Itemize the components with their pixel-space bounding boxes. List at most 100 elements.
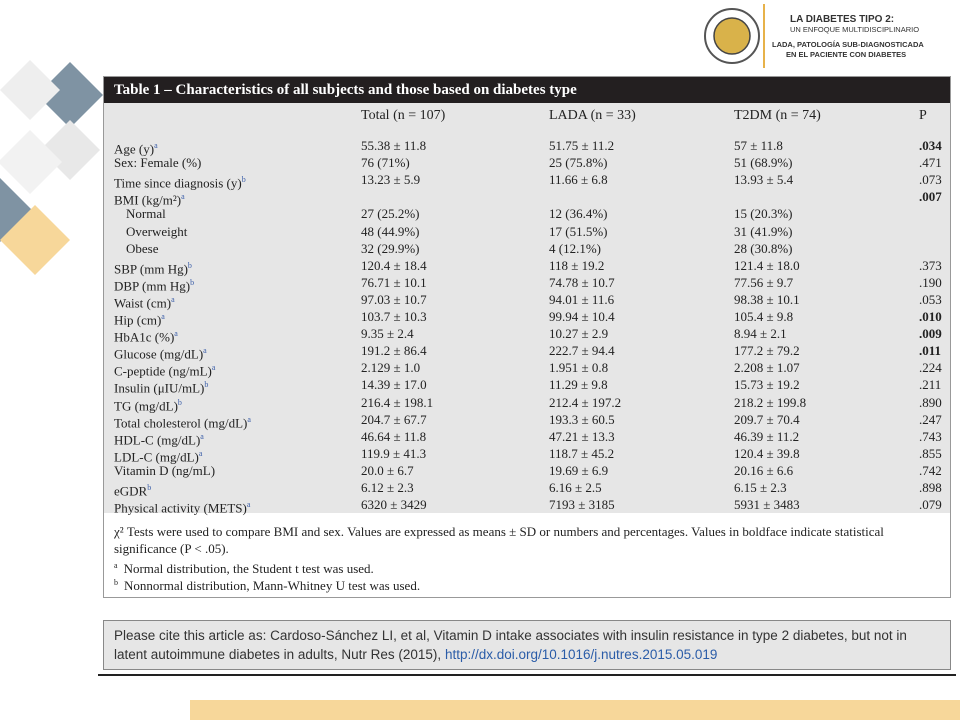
p-value: .053 <box>919 291 942 307</box>
footnote-marker: a <box>161 312 165 321</box>
footnote-marker: b <box>190 277 195 287</box>
cell-value: 121.4 ± 18.0 <box>734 257 800 273</box>
cell-value: 76.71 ± 10.1 <box>361 274 427 290</box>
cell-value: 6320 ± 3429 <box>361 497 427 513</box>
header-line: LADA, PATOLOGÍA SUB-DIAGNOSTICADA <box>772 40 924 49</box>
cell-value: 193.3 ± 60.5 <box>549 411 615 427</box>
footnote-marker: a <box>171 294 175 304</box>
footnote-marker: a <box>203 346 207 356</box>
row-label: Glucose (mg/dL)a <box>114 343 207 362</box>
cell-value: 222.7 ± 94.4 <box>549 343 615 359</box>
p-value: .247 <box>919 411 942 427</box>
footnote-text: Nonnormal distribution, Mann-Whitney U t… <box>124 578 421 594</box>
row-label: TG (mg/dL)b <box>114 395 182 414</box>
p-value: .224 <box>919 360 942 376</box>
cell-value: 12 (36.4%) <box>549 206 608 222</box>
column-header: T2DM (n = 74) <box>734 108 821 123</box>
footnote-marker: a <box>246 500 251 510</box>
label-text: SBP (mm Hg) <box>114 261 188 277</box>
row-label: eGDRb <box>114 480 151 499</box>
cell-value: 48 (44.9%) <box>361 223 420 239</box>
p-value: .079 <box>919 497 942 513</box>
p-value: .471 <box>919 155 942 171</box>
p-value: .010 <box>919 309 942 324</box>
footnote-marker: a <box>198 448 203 458</box>
row-label: LDL-C (mg/dL)a <box>114 446 202 465</box>
footnote: a Normal distribution, the Student t test… <box>114 561 374 577</box>
p-value: .007 <box>919 189 942 205</box>
cell-value: 6.16 ± 2.5 <box>549 480 602 495</box>
footnote-marker: a <box>247 414 251 424</box>
cell-value: 32 (29.9%) <box>361 240 420 256</box>
row-label: Physical activity (METS)a <box>114 497 250 516</box>
footnote-marker: a <box>211 363 216 373</box>
p-value: .373 <box>919 257 942 273</box>
p-value: .073 <box>919 172 942 188</box>
cell-value: 57 ± 11.8 <box>734 138 783 153</box>
cell-value: 204.7 ± 67.7 <box>361 411 427 427</box>
p-value: .743 <box>919 428 942 444</box>
label-text: Obese <box>126 240 159 256</box>
citation-link[interactable]: http://dx.doi.org/10.1016/j.nutres.2015.… <box>444 647 718 662</box>
label-text: Normal <box>126 206 166 222</box>
cell-value: 51 (68.9%) <box>734 155 793 171</box>
cell-value: 98.38 ± 10.1 <box>734 291 800 307</box>
p-value: .742 <box>919 462 942 478</box>
cell-value: 14.39 ± 17.0 <box>361 377 427 393</box>
label-text: Insulin (μIU/mL) <box>114 380 205 396</box>
row-label: Vitamin D (ng/mL) <box>114 463 215 479</box>
cell-value: 120.4 ± 18.4 <box>361 257 427 273</box>
label-text: Physical activity (METS) <box>114 500 247 516</box>
cell-value: 5931 ± 3483 <box>734 497 800 513</box>
table-note: χ² Tests were used to compare BMI and se… <box>114 524 884 556</box>
row-label: Sex: Female (%) <box>114 155 201 171</box>
footnote-marker: b <box>187 260 192 270</box>
cell-value: 191.2 ± 86.4 <box>361 343 427 359</box>
label-text: TG (mg/dL) <box>114 397 178 413</box>
cell-value: 28 (30.8%) <box>734 240 793 256</box>
cell-value: 212.4 ± 197.2 <box>549 394 622 410</box>
footnote-marker: a <box>114 561 118 570</box>
row-label: Waist (cm)a <box>114 292 175 311</box>
cell-value: 216.4 ± 198.1 <box>361 394 434 410</box>
footnote-marker: a <box>181 192 185 202</box>
label-text: Time since diagnosis (y) <box>114 175 242 191</box>
cell-value: 46.39 ± 11.2 <box>734 428 800 444</box>
cell-value: 13.23 ± 5.9 <box>361 172 421 188</box>
cell-value: 94.01 ± 11.6 <box>549 291 615 307</box>
cell-value: 118 ± 19.2 <box>549 257 605 273</box>
footnote-marker: a <box>174 329 178 339</box>
footer-bar <box>190 700 960 720</box>
cell-value: 1.951 ± 0.8 <box>549 360 609 376</box>
table-body: Total (n = 107) LADA (n = 33) T2DM (n = 74… <box>104 103 950 516</box>
label-text: Hip (cm) <box>114 312 162 328</box>
cell-value: 13.93 ± 5.4 <box>734 172 794 188</box>
cell-value: 17 (51.5%) <box>549 223 608 239</box>
label-text: Glucose (mg/dL) <box>114 346 204 362</box>
cell-value: 77.56 ± 9.7 <box>734 274 794 290</box>
label-text: eGDR <box>114 483 148 499</box>
cell-value: 55.38 ± 11.8 <box>361 138 427 153</box>
column-header: LADA (n = 33) <box>549 108 636 123</box>
footnote: b Nonnormal distribution, Mann-Whitney U … <box>114 578 420 594</box>
p-value: .890 <box>919 394 942 410</box>
cell-value: 177.2 ± 79.2 <box>734 343 800 359</box>
label-text: C-peptide (ng/mL) <box>114 363 212 379</box>
cell-value: 10.27 ± 2.9 <box>549 326 609 342</box>
row-label: DBP (mm Hg)b <box>114 275 194 294</box>
header-line: UN ENFOQUE MULTIDISCIPLINARIO <box>790 25 920 34</box>
cell-value: 99.94 ± 10.4 <box>549 309 615 324</box>
cell-value: 2.129 ± 1.0 <box>361 360 421 376</box>
row-label: Obese <box>126 241 159 257</box>
cell-value: 15.73 ± 19.2 <box>734 377 800 393</box>
label-text: Total cholesterol (mg/dL) <box>114 414 248 430</box>
cell-value: 47.21 ± 13.3 <box>549 428 615 444</box>
row-label: BMI (kg/m²)a <box>114 189 185 208</box>
row-label: Time since diagnosis (y)b <box>114 172 246 191</box>
cell-value: 103.7 ± 10.3 <box>361 309 427 324</box>
footnote-marker: a <box>154 141 158 150</box>
table: Table 1 – Characteristics of all subject… <box>103 76 951 598</box>
cell-value: 15 (20.3%) <box>734 206 793 222</box>
cell-value: 27 (25.2%) <box>361 206 420 222</box>
